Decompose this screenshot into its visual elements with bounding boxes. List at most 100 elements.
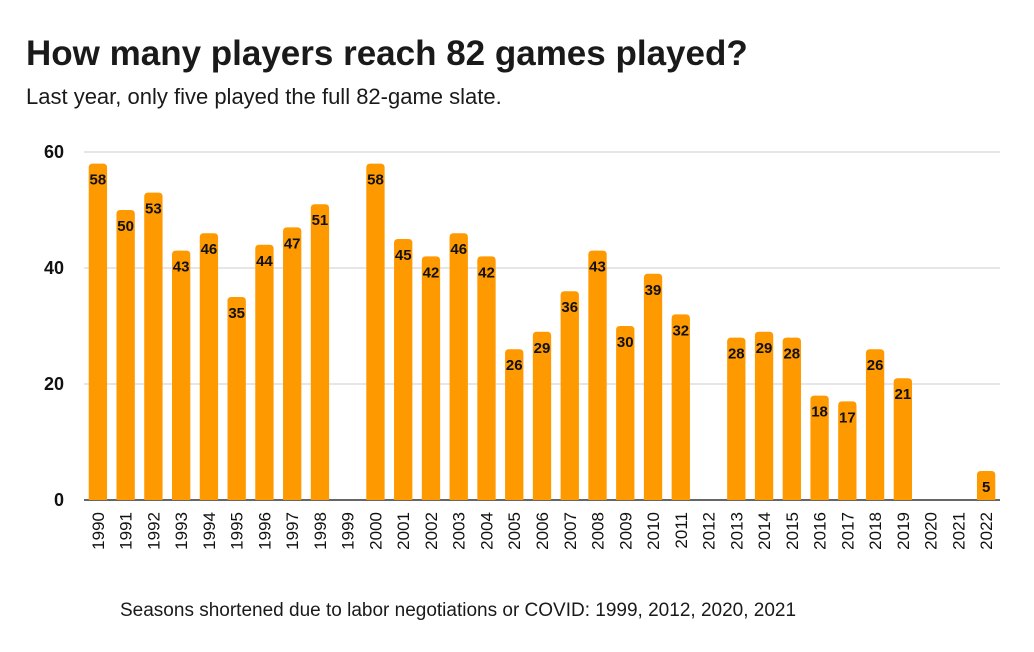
data-label-1990: 58 [90, 172, 107, 189]
data-label-2019: 21 [895, 386, 912, 403]
x-tick-label: 2002 [422, 512, 441, 550]
x-tick-label: 2010 [644, 512, 663, 550]
x-tick-label: 2011 [672, 512, 691, 549]
data-label-2009: 30 [617, 334, 634, 351]
bar-1992 [144, 192, 163, 500]
data-label-2006: 29 [534, 340, 551, 357]
x-tick-label: 1996 [255, 512, 274, 550]
bar-2013 [727, 337, 746, 500]
data-labels: 58 50 53 43 46 35 44 47 51 58 45 42 46 42 26 29 36 43 30 39… [90, 172, 991, 496]
data-label-2018: 26 [867, 357, 884, 374]
x-tick-label: 1995 [228, 512, 247, 550]
x-tick-label: 2017 [838, 512, 857, 550]
x-tick-label: 1992 [144, 512, 163, 550]
data-label-2001: 45 [395, 247, 412, 264]
chart-title: How many players reach 82 games played? [26, 34, 748, 73]
y-tick-label: 20 [44, 374, 64, 394]
bar-2005 [505, 349, 524, 500]
bar-1998 [310, 204, 330, 500]
x-tick-label: 2009 [616, 512, 635, 550]
data-label-2004: 42 [478, 264, 495, 281]
x-tick-label: 2022 [977, 512, 996, 550]
x-tick-label: 1997 [283, 512, 302, 550]
x-tick-label: 1998 [311, 512, 330, 550]
data-label-2022: 5 [982, 479, 990, 496]
bar-2008 [588, 250, 607, 500]
data-label-2017: 17 [839, 409, 856, 426]
bar-2009 [616, 326, 635, 500]
x-tick-label: 2007 [561, 512, 580, 550]
x-tick-label: 2013 [727, 512, 746, 550]
x-tick-label: 1999 [339, 512, 358, 550]
bar-2007 [560, 291, 579, 500]
x-tick-label: 1993 [172, 512, 191, 550]
data-label-1992: 53 [145, 201, 162, 218]
x-tick-label: 2018 [866, 512, 885, 550]
data-label-2002: 42 [423, 264, 440, 281]
data-label-1995: 35 [228, 305, 245, 322]
bar-chart: 0 20 40 60 58 50 53 43 46 35 44 47 51 58 45 42 46 42 26 29… [44, 142, 1000, 550]
y-tick-label: 0 [54, 490, 64, 510]
x-tick-label: 2001 [394, 512, 413, 550]
x-tick-label: 2000 [366, 512, 385, 550]
x-tick-label: 2015 [783, 512, 802, 550]
bar-1994 [199, 233, 219, 500]
data-label-1993: 43 [173, 259, 190, 276]
bar-2022 [976, 471, 996, 500]
bar-2015 [782, 337, 801, 500]
x-tick-label: 1994 [200, 512, 219, 550]
data-label-2000: 58 [367, 172, 384, 189]
bar-2011 [671, 314, 690, 500]
x-tick-label: 2014 [755, 512, 774, 550]
data-label-2011: 32 [672, 322, 689, 339]
y-tick-label: 60 [44, 142, 64, 162]
x-axis-ticks: 1990 1991 1992 1993 1994 1995 1996 1997 1998 1999… [89, 512, 996, 550]
bar-1995 [227, 297, 246, 500]
bar-2019 [893, 378, 913, 500]
x-tick-label: 2020 [922, 512, 941, 550]
x-tick-label: 2005 [505, 512, 524, 550]
x-tick-label: 2006 [533, 512, 552, 550]
x-tick-label: 2003 [450, 512, 469, 550]
x-tick-label: 2016 [811, 512, 830, 550]
x-tick-label: 1990 [89, 512, 108, 550]
y-axis-ticks: 0 20 40 60 [44, 142, 64, 510]
data-label-1994: 46 [201, 241, 218, 258]
bar-1997 [283, 227, 302, 500]
x-tick-label: 1991 [117, 512, 136, 550]
x-tick-label: 2019 [894, 512, 913, 550]
bar-1991 [116, 210, 135, 500]
bar-2017 [838, 401, 857, 500]
x-tick-label: 2008 [589, 512, 608, 550]
bar-2018 [865, 349, 885, 500]
y-tick-label: 40 [44, 258, 64, 278]
bar-1990 [88, 163, 108, 500]
bar-2010 [643, 273, 663, 500]
bar-1996 [255, 244, 274, 500]
bar-2003 [449, 233, 468, 500]
data-label-2015: 28 [783, 346, 800, 363]
chart-subtitle: Last year, only five played the full 82-… [26, 84, 502, 109]
bar-2014 [754, 331, 774, 500]
data-label-2014: 29 [756, 340, 773, 357]
bar-2002 [421, 256, 441, 500]
data-label-2016: 18 [811, 404, 828, 421]
data-label-1996: 44 [256, 253, 273, 270]
bar-1993 [171, 250, 191, 500]
data-label-2003: 46 [450, 241, 467, 258]
bars [88, 163, 996, 500]
data-label-2010: 39 [645, 282, 662, 299]
bar-2000 [366, 163, 385, 500]
x-tick-label: 2021 [949, 512, 968, 550]
data-label-2013: 28 [728, 346, 745, 363]
data-label-2008: 43 [589, 259, 606, 276]
data-label-1997: 47 [284, 235, 301, 252]
x-tick-label: 2012 [700, 512, 719, 550]
bar-2006 [532, 331, 552, 500]
data-label-1998: 51 [312, 212, 329, 229]
data-label-2005: 26 [506, 357, 523, 374]
bar-2004 [477, 256, 496, 500]
data-label-1991: 50 [117, 218, 134, 235]
x-tick-label: 2004 [477, 512, 496, 550]
bar-2001 [394, 239, 413, 500]
